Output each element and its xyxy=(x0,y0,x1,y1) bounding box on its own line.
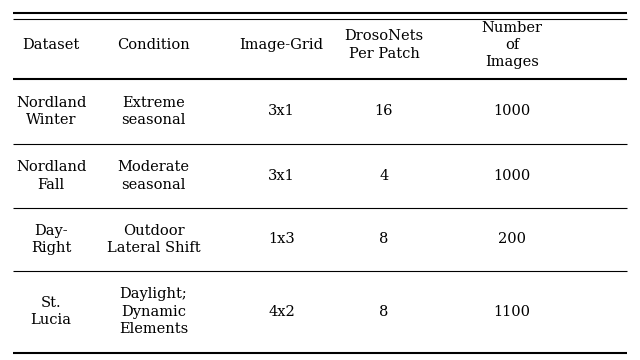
Text: DrosoNets
Per Patch: DrosoNets Per Patch xyxy=(344,30,424,60)
Text: St.
Lucia: St. Lucia xyxy=(31,296,72,327)
Text: Dataset: Dataset xyxy=(22,38,80,52)
Text: 200: 200 xyxy=(498,233,526,247)
Text: Daylight;
Dynamic
Elements: Daylight; Dynamic Elements xyxy=(119,287,188,336)
Text: 3x1: 3x1 xyxy=(268,104,295,118)
Text: Day-
Right: Day- Right xyxy=(31,224,72,255)
Text: 1000: 1000 xyxy=(493,169,531,183)
Text: Extreme
seasonal: Extreme seasonal xyxy=(122,96,186,127)
Text: Condition: Condition xyxy=(117,38,190,52)
Text: Moderate
seasonal: Moderate seasonal xyxy=(118,160,189,192)
Text: 8: 8 xyxy=(380,233,388,247)
Text: 1000: 1000 xyxy=(493,104,531,118)
Text: 8: 8 xyxy=(380,305,388,319)
Text: Image-Grid: Image-Grid xyxy=(239,38,324,52)
Text: Number
of
Images: Number of Images xyxy=(481,21,543,69)
Text: Outdoor
Lateral Shift: Outdoor Lateral Shift xyxy=(107,224,200,255)
Text: 4: 4 xyxy=(380,169,388,183)
Text: 1100: 1100 xyxy=(493,305,531,319)
Text: Nordland
Winter: Nordland Winter xyxy=(16,96,86,127)
Text: 16: 16 xyxy=(375,104,393,118)
Text: 3x1: 3x1 xyxy=(268,169,295,183)
Text: 1x3: 1x3 xyxy=(268,233,295,247)
Text: Nordland
Fall: Nordland Fall xyxy=(16,160,86,192)
Text: 4x2: 4x2 xyxy=(268,305,295,319)
